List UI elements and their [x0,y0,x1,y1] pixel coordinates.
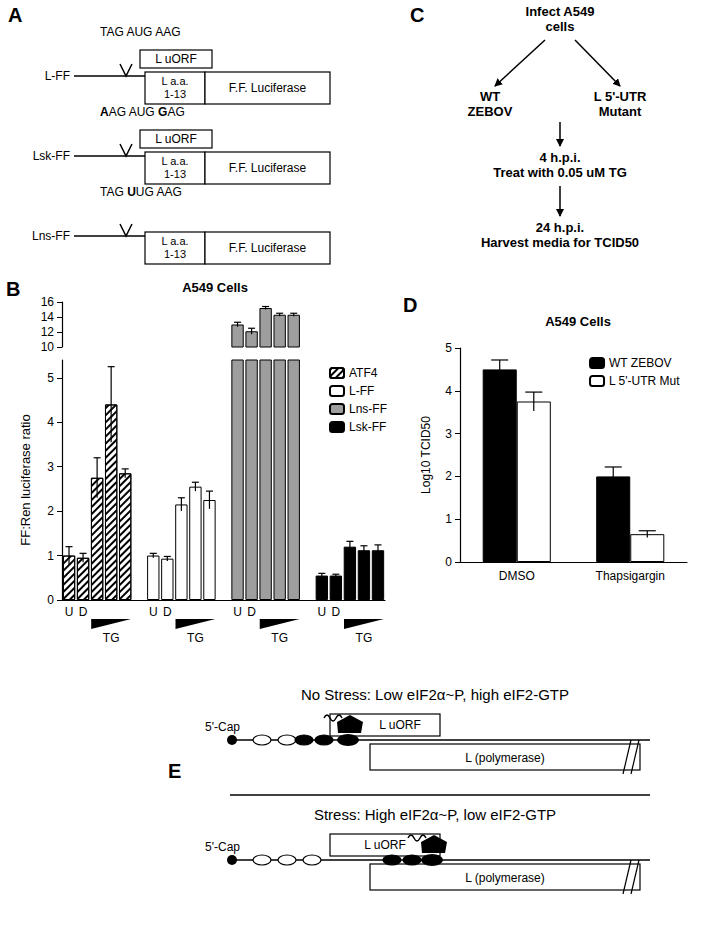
svg-text:ATF4: ATF4 [349,366,378,380]
svg-text:1-13: 1-13 [164,88,186,100]
svg-text:10: 10 [41,340,55,354]
svg-text:Mutant: Mutant [599,104,642,119]
svg-text:5: 5 [445,341,452,355]
svg-text:L 5'-UTR: L 5'-UTR [594,89,647,104]
svg-text:TG: TG [271,631,288,645]
svg-text:1-13: 1-13 [164,168,186,180]
svg-text:DMSO: DMSO [499,569,535,583]
svg-text:AAG AUG GAG: AAG AUG GAG [100,105,185,119]
svg-text:A: A [8,4,22,26]
svg-text:5'-Cap: 5'-Cap [205,840,240,854]
svg-text:TG: TG [103,631,120,645]
svg-text:WT: WT [480,89,500,104]
svg-text:Stress: High eIF2α~P, low eIF2: Stress: High eIF2α~P, low eIF2-GTP [314,806,556,823]
svg-text:4: 4 [445,384,452,398]
svg-text:TAG UUG AAG: TAG UUG AAG [100,185,182,199]
svg-text:4: 4 [47,415,54,429]
svg-text:Lsk-FF: Lsk-FF [33,149,70,163]
svg-text:24 h.p.i.: 24 h.p.i. [536,220,584,235]
svg-text:12: 12 [41,325,55,339]
svg-text:D: D [247,605,256,619]
svg-text:L uORF: L uORF [155,52,197,66]
svg-text:F.F. Luciferase: F.F. Luciferase [229,241,307,255]
svg-text:C: C [410,4,424,26]
svg-text:TG: TG [356,631,373,645]
svg-text:WT ZEBOV: WT ZEBOV [609,356,671,370]
svg-text:1: 1 [445,512,452,526]
svg-text:16: 16 [41,295,55,309]
svg-text:U: U [65,605,74,619]
svg-text:L uORF: L uORF [155,132,197,146]
svg-text:D: D [403,294,417,316]
svg-text:Infect A549: Infect A549 [526,4,595,19]
svg-text:Treat with 0.05 uM TG: Treat with 0.05 uM TG [493,165,627,180]
svg-text:L uORF: L uORF [364,838,406,852]
svg-text:3: 3 [445,427,452,441]
svg-text:L (polymerase): L (polymerase) [465,871,545,885]
svg-text:A549 Cells: A549 Cells [545,314,611,329]
svg-text:D: D [163,605,172,619]
svg-text:Lns-FF: Lns-FF [32,229,70,243]
svg-text:No Stress: Low eIF2α~P, high e: No Stress: Low eIF2α~P, high eIF2-GTP [301,686,569,703]
svg-text:cells: cells [546,19,575,34]
svg-text:U: U [149,605,158,619]
svg-text:4 h.p.i.: 4 h.p.i. [539,150,580,165]
svg-text:Lns-FF: Lns-FF [349,402,387,416]
svg-text:L a.a.: L a.a. [161,75,188,87]
svg-text:Harvest media for TCID50: Harvest media for TCID50 [481,235,639,250]
svg-text:5: 5 [47,371,54,385]
svg-text:L 5'-UTR Mut: L 5'-UTR Mut [609,374,680,388]
svg-text:TG: TG [187,631,204,645]
svg-text:3: 3 [47,460,54,474]
svg-text:L-FF: L-FF [349,384,374,398]
svg-text:TAG AUG AAG: TAG AUG AAG [100,25,180,39]
svg-text:1-13: 1-13 [164,248,186,260]
svg-text:0: 0 [47,593,54,607]
svg-text:2: 2 [47,504,54,518]
svg-text:D: D [79,605,88,619]
svg-text:U: U [233,605,242,619]
svg-text:Lsk-FF: Lsk-FF [349,420,386,434]
svg-text:ZEBOV: ZEBOV [468,104,513,119]
svg-text:Log10 TCID50: Log10 TCID50 [419,416,433,494]
svg-text:B: B [6,278,20,300]
svg-text:A549 Cells: A549 Cells [182,280,248,295]
svg-text:F.F. Luciferase: F.F. Luciferase [229,161,307,175]
svg-text:L uORF: L uORF [379,718,421,732]
svg-text:L (polymerase): L (polymerase) [465,751,545,765]
svg-text:L-FF: L-FF [45,69,70,83]
svg-text:FF:Ren luciferase ratio: FF:Ren luciferase ratio [18,414,33,546]
svg-text:F.F. Luciferase: F.F. Luciferase [229,81,307,95]
svg-text:U: U [317,605,326,619]
svg-text:5'-Cap: 5'-Cap [205,720,240,734]
svg-text:1: 1 [47,549,54,563]
svg-text:D: D [332,605,341,619]
svg-text:0: 0 [445,555,452,569]
svg-text:L a.a.: L a.a. [161,235,188,247]
svg-text:14: 14 [41,310,55,324]
svg-text:L a.a.: L a.a. [161,155,188,167]
svg-text:2: 2 [445,469,452,483]
svg-text:Thapsigargin: Thapsigargin [596,569,665,583]
svg-text:E: E [168,760,181,782]
